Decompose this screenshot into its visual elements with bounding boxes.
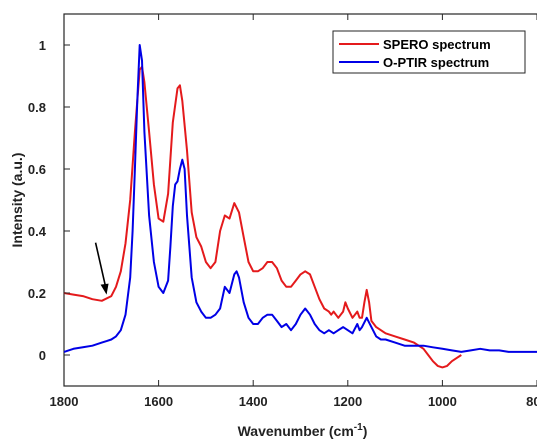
x-tick-label: 800 [526, 394, 537, 409]
y-axis-title: Intensity (a.u.) [9, 153, 25, 248]
x-axis-title-main: Wavenumber (cm [238, 423, 354, 439]
x-tick-label: 1600 [144, 394, 173, 409]
y-tick-label: 0.8 [28, 100, 46, 115]
legend-box [332, 30, 526, 74]
annotation-arrow-head [100, 283, 109, 295]
x-tick-label: 1000 [428, 394, 457, 409]
legend-label-spero: SPERO spectrum [383, 37, 491, 52]
series-line-spero [63, 65, 462, 369]
annotation-arrow-shaft [94, 242, 107, 287]
x-axis-title: Wavenumber (cm-1) [238, 422, 368, 439]
x-tick-label: 1800 [50, 394, 79, 409]
y-tick-label: 1 [39, 38, 46, 53]
series-line-o-ptir [63, 44, 537, 353]
y-tick-label: 0.2 [28, 286, 46, 301]
series-layer [63, 44, 537, 369]
y-tick-label: 0.6 [28, 162, 46, 177]
plot-area: 1800 1600 1400 1200 1000 800 0 0.2 0.4 0.6 0.8 1 [28, 13, 537, 409]
y-tick-label: 0 [39, 348, 46, 363]
x-axis-title-close: ) [363, 423, 368, 439]
legend-label-o-ptir: O-PTIR spectrum [383, 55, 489, 70]
x-tick-label: 1400 [239, 394, 268, 409]
x-tick-label: 1200 [333, 394, 362, 409]
y-tick-label: 0.4 [28, 224, 47, 239]
tick-layer: 1800 1600 1400 1200 1000 800 0 0.2 0.4 0.6 0.8 1 [28, 14, 537, 409]
annotation-layer [94, 242, 109, 295]
x-axis-title-superscript: -1 [354, 422, 363, 433]
legend: SPERO spectrum O-PTIR spectrum [332, 30, 526, 74]
